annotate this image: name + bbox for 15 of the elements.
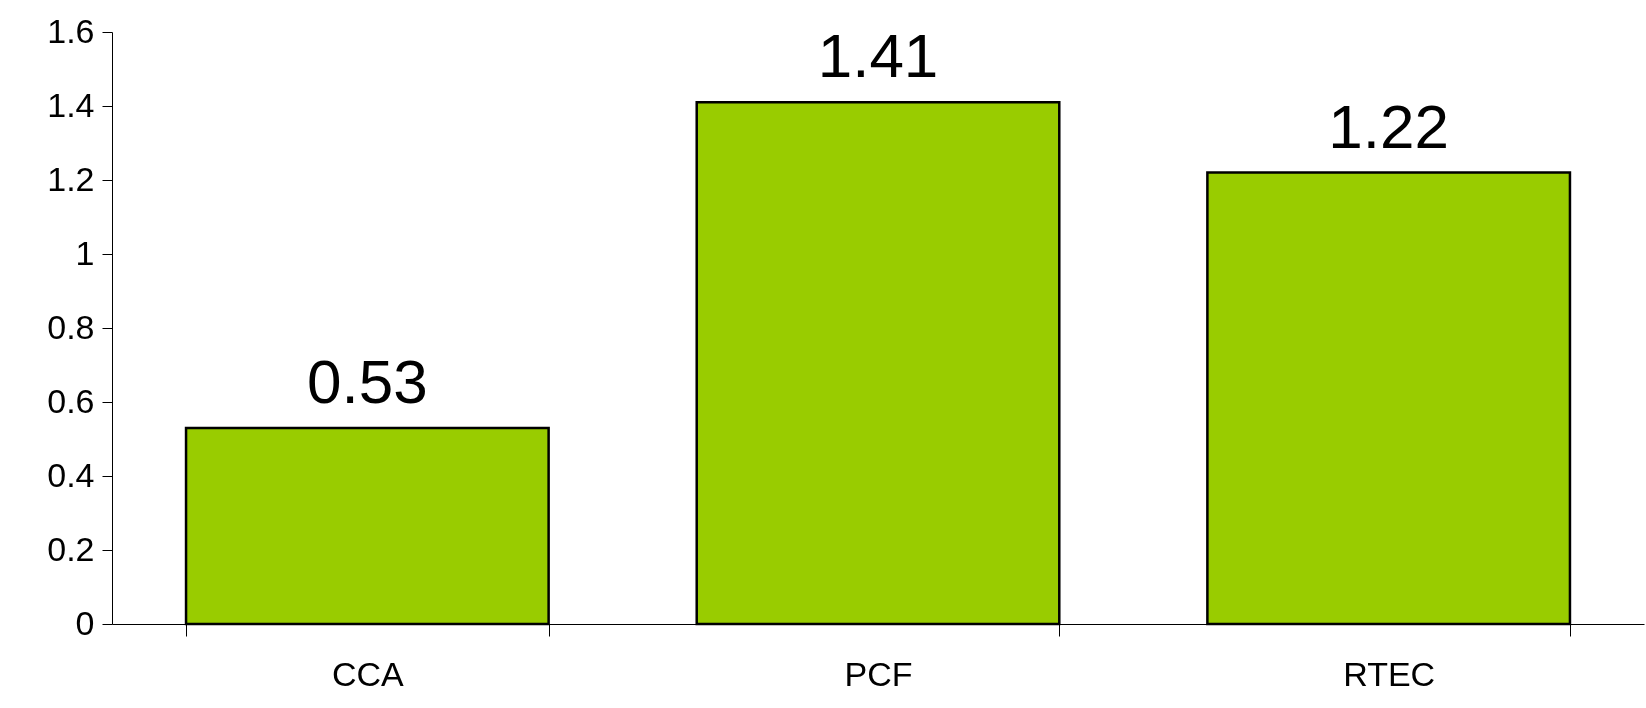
y-tick-label: 1.6 (47, 11, 95, 50)
y-tick-label: 0.4 (47, 455, 95, 494)
y-tick-label: 0.8 (47, 307, 95, 346)
x-tick-label: CCA (331, 654, 405, 693)
y-tick-label: 1.4 (47, 85, 95, 124)
x-tick-label: RTEC (1343, 654, 1436, 693)
y-tick-label: 0.2 (47, 529, 95, 568)
data-label: 1.22 (1328, 91, 1449, 161)
data-label: 0.53 (307, 346, 428, 416)
x-tick-label: PCF (844, 654, 913, 693)
y-tick-label: 0 (75, 603, 95, 642)
y-tick-label: 1.2 (47, 159, 95, 198)
data-label: 1.41 (817, 21, 939, 91)
y-tick-label: 1 (75, 233, 95, 272)
y-tick-label: 0.6 (47, 381, 95, 420)
